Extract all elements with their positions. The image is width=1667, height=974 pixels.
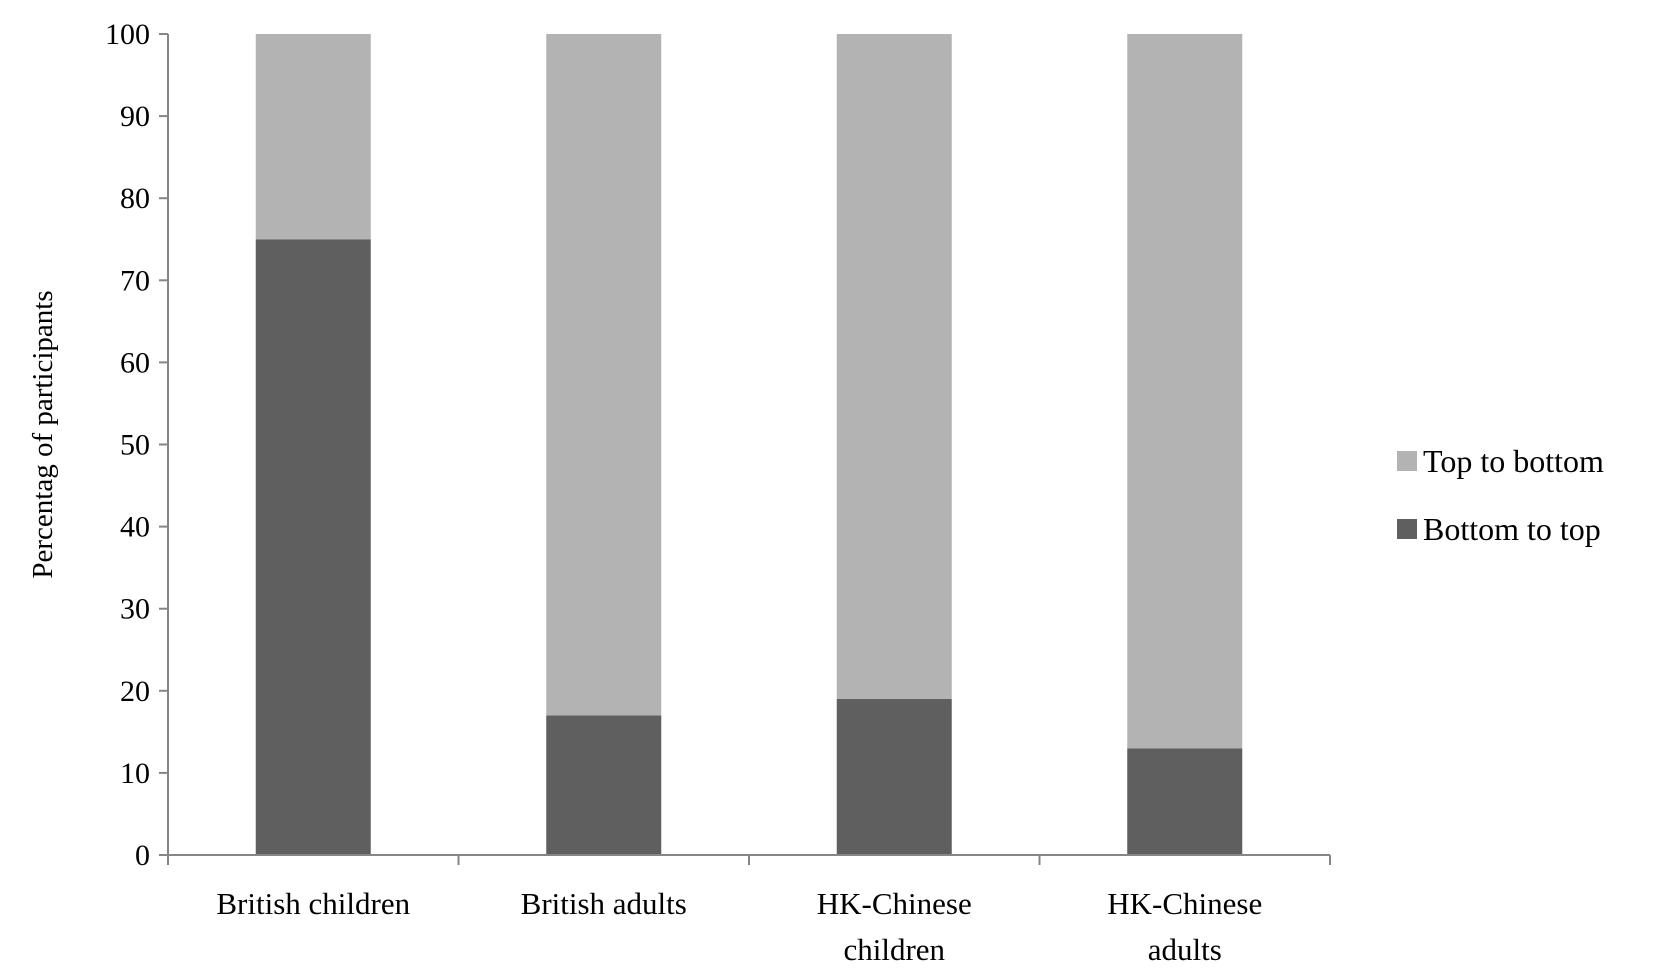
y-tick-label: 0 [135,839,150,872]
x-category-label: HK-Chinese children [817,886,972,967]
x-category-label: HK-Chinese adults [1107,886,1262,967]
y-tick-label: 30 [120,593,150,626]
axes-layer [159,33,1331,865]
bar-bottom-to-top-4 [1127,748,1243,855]
legend-label-bottom-to-top: Bottom to top [1423,511,1601,547]
y-tick-label: 20 [120,675,150,708]
y-tick-label: 100 [105,18,150,51]
bar-top-to-bottom-4 [1127,34,1243,749]
bar-top-to-bottom-3 [836,34,952,700]
legend-swatch-bottom-to-top [1397,519,1417,539]
bars-layer [255,34,1243,855]
x-category-label: British children [216,886,410,921]
y-tick-label: 80 [120,182,150,215]
y-tick-label: 50 [120,429,150,462]
x-category-label: British adults [521,886,687,921]
bar-bottom-to-top-2 [546,715,662,855]
y-tick-label: 10 [120,757,150,790]
y-tick-label: 70 [120,264,150,297]
legend-label-top-to-bottom: Top to bottom [1423,443,1604,479]
bar-top-to-bottom-1 [255,34,371,240]
y-tick-label: 60 [120,346,150,379]
bar-top-to-bottom-2 [546,34,662,716]
bar-bottom-to-top-1 [255,239,371,855]
bar-bottom-to-top-3 [836,699,952,855]
legend: Top to bottom Bottom to top [1397,443,1604,547]
y-tick-label: 40 [120,511,150,544]
y-tick-label: 90 [120,100,150,133]
labels-layer: 0 10 20 30 40 50 60 70 80 90 100 British children Br… [27,18,1262,967]
legend-swatch-top-to-bottom [1397,451,1417,471]
y-axis-title: Percentag of participants [27,290,59,578]
